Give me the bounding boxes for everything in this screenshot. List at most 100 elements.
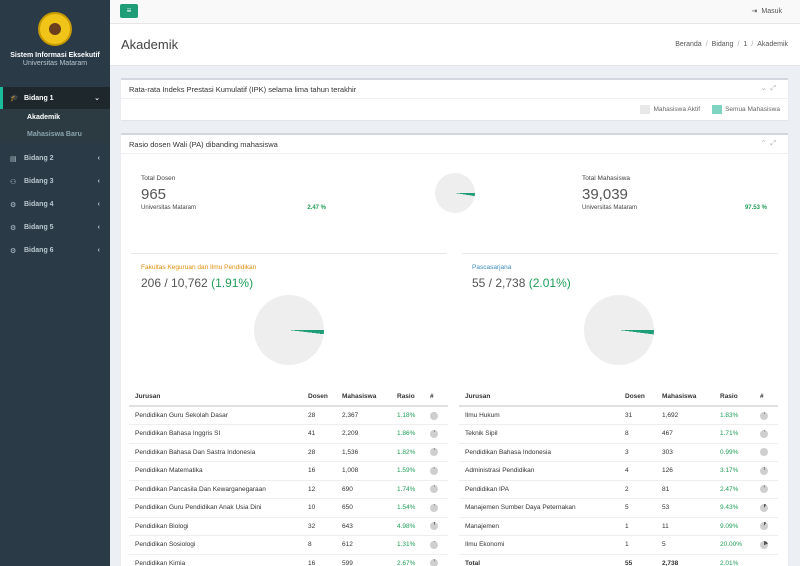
- cell-jurusan: Teknik Sipil: [459, 425, 619, 444]
- cell-mini-chart: [754, 499, 778, 518]
- chevron-up-icon[interactable]: ⌃: [761, 140, 771, 147]
- ipk-box: Rata-rata Indeks Prestasi Kumulatif (IPK…: [121, 78, 788, 120]
- cell-rasio: 20.00%: [714, 536, 754, 555]
- cell-rasio: 1.83%: [714, 406, 754, 425]
- breadcrumb-current: Akademik: [757, 41, 788, 48]
- col-rasio[interactable]: Rasio: [714, 387, 754, 406]
- total-dosen-value: 965: [141, 186, 326, 203]
- cell-dosen: 8: [619, 425, 656, 444]
- col-dosen[interactable]: Dosen: [619, 387, 656, 406]
- login-link[interactable]: ⇥ Masuk: [752, 7, 783, 15]
- login-label: Masuk: [761, 8, 782, 15]
- mini-pie-chart: [430, 522, 438, 530]
- cell-mini-chart: [424, 517, 448, 536]
- cell-jurusan: Pendidikan Matematika: [129, 462, 302, 481]
- sidebar-submenu: Akademik Mahasiswa Baru: [0, 109, 110, 143]
- cell-rasio: 1.18%: [391, 406, 424, 425]
- total-mahasiswa-pct: 97.53 %: [745, 205, 767, 211]
- legend-swatch: [640, 105, 650, 114]
- cell-mini-chart: [754, 443, 778, 462]
- col-mahasiswa[interactable]: Mahasiswa: [656, 387, 714, 406]
- cell-rasio: 9.09%: [714, 517, 754, 536]
- chevron-left-icon: ‹: [98, 247, 100, 254]
- sidebar-item-bidang-3[interactable]: ⚇ Bidang 3 ‹: [0, 170, 110, 193]
- cell-mahasiswa: 2,209: [336, 425, 391, 444]
- page-title: Akademik: [121, 37, 178, 52]
- pasca-title: Pascasarjana: [472, 264, 511, 271]
- breadcrumb-home[interactable]: Beranda: [675, 41, 701, 48]
- cell-mahasiswa: 1,536: [336, 443, 391, 462]
- total-rasio: 2.01%: [714, 554, 754, 566]
- col-chart: #: [424, 387, 448, 406]
- content-header: Akademik Beranda / Bidang / 1 / Akademik: [110, 24, 800, 66]
- brand: Sistem Informasi Eksekutif Universitas M…: [0, 0, 110, 84]
- cell-mini-chart: [754, 517, 778, 536]
- col-rasio[interactable]: Rasio: [391, 387, 424, 406]
- sidebar-item-label: Bidang 6: [24, 247, 54, 254]
- ipk-box-header: Rata-rata Indeks Prestasi Kumulatif (IPK…: [121, 80, 788, 99]
- cell-mini-chart: [424, 406, 448, 425]
- graduation-cap-icon: 🎓: [10, 94, 20, 102]
- cell-mini-chart: [754, 425, 778, 444]
- col-dosen[interactable]: Dosen: [302, 387, 336, 406]
- cell-dosen: 41: [302, 425, 336, 444]
- col-jurusan[interactable]: Jurusan: [459, 387, 619, 406]
- mini-pie-chart: [430, 504, 438, 512]
- sidebar-toggle-button[interactable]: ≡: [120, 4, 138, 18]
- table-row: Pendidikan Bahasa Dan Sastra Indonesia 28…: [129, 443, 448, 462]
- cell-mahasiswa: 643: [336, 517, 391, 536]
- expand-icon[interactable]: ⤢: [770, 85, 780, 92]
- col-chart: #: [754, 387, 778, 406]
- cell-dosen: 3: [619, 443, 656, 462]
- table-row: Pendidikan IPA 2 81 2.47%: [459, 480, 778, 499]
- cell-jurusan: Ilmu Hukum: [459, 406, 619, 425]
- cell-rasio: 0.99%: [714, 443, 754, 462]
- col-mahasiswa[interactable]: Mahasiswa: [336, 387, 391, 406]
- breadcrumb-number[interactable]: 1: [743, 41, 747, 48]
- sidebar-item-bidang-5[interactable]: ⚙ Bidang 5 ‹: [0, 216, 110, 239]
- sidebar-item-bidang-4[interactable]: ⚙ Bidang 4 ‹: [0, 193, 110, 216]
- breadcrumb-bidang[interactable]: Bidang: [712, 41, 734, 48]
- box-tools: ⌃⤢: [761, 139, 780, 148]
- app-title: Sistem Informasi Eksekutif: [0, 52, 110, 59]
- sidebar-subitem-akademik[interactable]: Akademik: [0, 109, 110, 126]
- chevron-down-icon: ⌄: [94, 94, 100, 102]
- sidebar-item-bidang-6[interactable]: ⚙ Bidang 6 ‹: [0, 239, 110, 262]
- cell-jurusan: Pendidikan IPA: [459, 480, 619, 499]
- sitemap-icon: ⚇: [10, 178, 20, 186]
- cogs-icon: ⚙: [10, 224, 20, 232]
- sidebar-item-bidang-1[interactable]: 🎓 Bidang 1 ⌄: [0, 87, 110, 109]
- mini-pie-chart: [760, 467, 768, 475]
- cell-rasio: 1.74%: [391, 480, 424, 499]
- total-dosen-pct: 2.47 %: [307, 205, 326, 211]
- cell-jurusan: Pendidikan Bahasa Dan Sastra Indonesia: [129, 443, 302, 462]
- sidebar-item-bidang-2[interactable]: ▤ Bidang 2 ‹: [0, 147, 110, 170]
- cell-mahasiswa: 612: [336, 536, 391, 555]
- cell-mini-chart: [424, 499, 448, 518]
- chevron-down-icon[interactable]: ⌄: [761, 85, 771, 92]
- university-logo: [38, 12, 72, 46]
- total-mahasiswa-value: 39,039: [582, 186, 767, 203]
- table-row: Teknik Sipil 8 467 1.71%: [459, 425, 778, 444]
- cogs-icon: ⚙: [10, 247, 20, 255]
- cell-dosen: 16: [302, 554, 336, 566]
- total-mahasiswa-institution: Universitas Mataram: [582, 205, 637, 211]
- total-dosen-institution: Universitas Mataram: [141, 205, 196, 211]
- total-dosen-stat: Total Dosen 965 Universitas Mataram 2.47 …: [141, 175, 326, 211]
- cell-mini-chart: [424, 554, 448, 566]
- cell-mini-chart: [424, 462, 448, 481]
- cell-mahasiswa: 467: [656, 425, 714, 444]
- cell-dosen: 1: [619, 536, 656, 555]
- cell-mahasiswa: 303: [656, 443, 714, 462]
- table-row: Pendidikan Bahasa Inggris SI 41 2,209 1.86%: [129, 425, 448, 444]
- cell-mahasiswa: 5: [656, 536, 714, 555]
- cell-jurusan: Pendidikan Kimia: [129, 554, 302, 566]
- cell-rasio: 1.82%: [391, 443, 424, 462]
- col-jurusan[interactable]: Jurusan: [129, 387, 302, 406]
- sidebar-subitem-mahasiswa-baru[interactable]: Mahasiswa Baru: [0, 126, 110, 143]
- cell-jurusan: Pendidikan Sosiologi: [129, 536, 302, 555]
- cell-mahasiswa: 1,008: [336, 462, 391, 481]
- rasio-box-title: Rasio dosen Wali (PA) dibanding mahasisw…: [129, 140, 278, 149]
- expand-icon[interactable]: ⤢: [770, 140, 780, 147]
- cell-rasio: 2.47%: [714, 480, 754, 499]
